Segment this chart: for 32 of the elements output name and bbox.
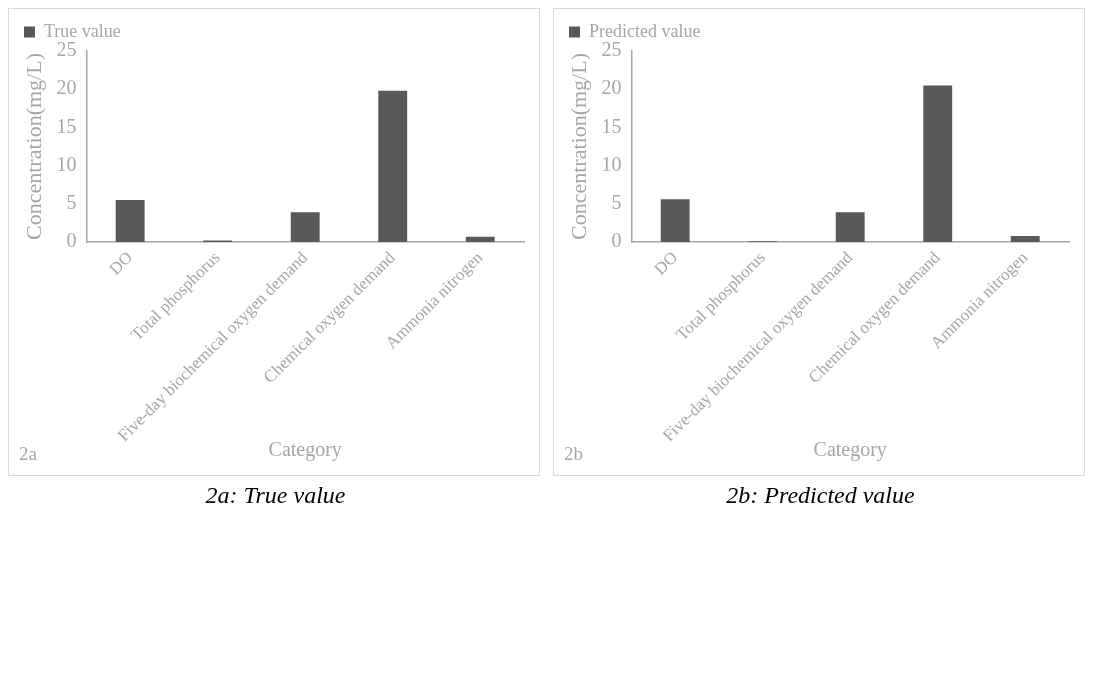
bar bbox=[923, 85, 953, 242]
y-tick-label: 0 bbox=[611, 229, 622, 252]
text: 2b bbox=[564, 443, 583, 465]
bar bbox=[465, 236, 495, 242]
bar bbox=[835, 212, 865, 242]
bar bbox=[290, 212, 320, 242]
y-tick-label: 20 bbox=[56, 76, 77, 99]
x-tick-label: DO bbox=[650, 247, 682, 279]
x-axis-title: Category bbox=[268, 438, 342, 462]
y-tick-label: 10 bbox=[56, 152, 77, 175]
y-tick-label: 5 bbox=[66, 191, 77, 214]
text: 2a: True value bbox=[204, 482, 347, 509]
y-tick-label: 5 bbox=[611, 191, 622, 214]
x-axis-title: Category bbox=[813, 438, 887, 462]
text: 2b: Predicted value bbox=[725, 482, 916, 509]
legend-label: Predicted value bbox=[589, 20, 701, 41]
y-axis-title: Concentration(mg/L) bbox=[565, 53, 591, 240]
bar bbox=[378, 90, 408, 242]
y-tick-label: 25 bbox=[56, 38, 77, 61]
bar bbox=[115, 199, 145, 242]
y-axis-title: Concentration(mg/L) bbox=[20, 53, 46, 240]
text: 2a bbox=[19, 443, 37, 465]
y-tick-label: 15 bbox=[56, 114, 77, 137]
y-tick-label: 15 bbox=[601, 114, 622, 137]
bar bbox=[660, 199, 690, 242]
bar bbox=[1010, 235, 1040, 242]
y-tick-label: 20 bbox=[601, 76, 622, 99]
legend-label: True value bbox=[44, 20, 121, 41]
y-tick-label: 0 bbox=[66, 229, 77, 252]
y-tick-label: 25 bbox=[601, 38, 622, 61]
y-tick-label: 10 bbox=[601, 152, 622, 175]
x-tick-label: DO bbox=[105, 247, 137, 279]
